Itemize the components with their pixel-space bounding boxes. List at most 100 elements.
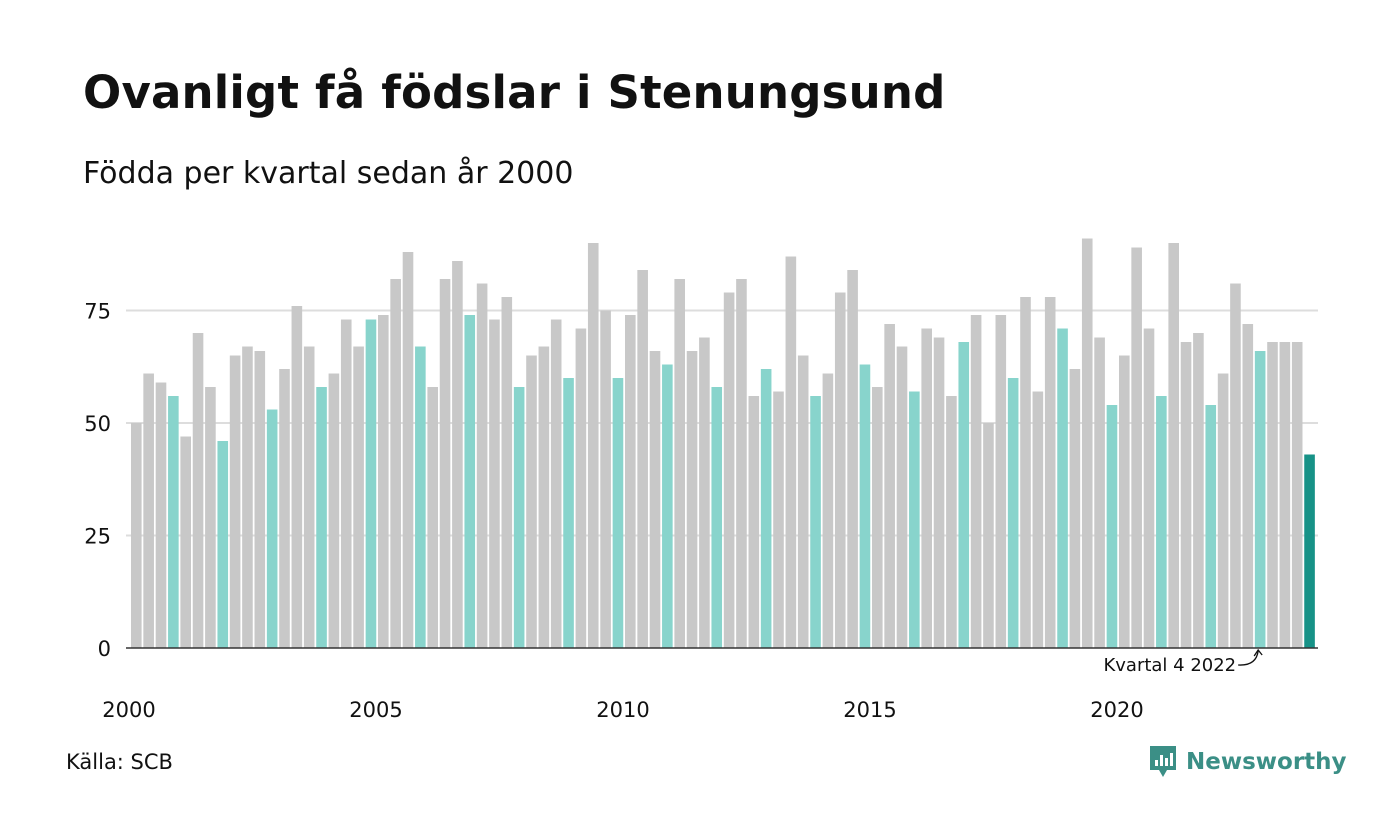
bar <box>859 364 871 648</box>
bar <box>662 364 673 648</box>
bar <box>1291 342 1303 648</box>
bar <box>1217 373 1229 648</box>
axes: 0 25 50 75 2000 2005 2010 2015 2020 <box>84 300 1318 722</box>
bar <box>390 279 401 648</box>
chart-subtitle: Födda per kvartal sedan år 2000 <box>83 156 574 191</box>
x-tick-label: 2010 <box>596 698 649 722</box>
bar <box>587 243 599 648</box>
bar <box>254 351 266 648</box>
bar <box>340 319 352 648</box>
bar <box>526 355 537 648</box>
brand-logo: Newsworthy <box>1148 744 1347 780</box>
bar <box>279 369 290 648</box>
bar <box>131 423 142 648</box>
bar <box>1094 337 1105 648</box>
bar <box>760 369 772 648</box>
bar <box>229 355 241 648</box>
bar <box>1044 297 1056 648</box>
bar <box>489 319 500 648</box>
y-tick-label: 25 <box>84 525 111 549</box>
bar <box>649 351 661 648</box>
bar <box>464 315 476 648</box>
chart-title: Ovanligt få födslar i Stenungsund <box>83 66 946 119</box>
bar <box>415 346 426 648</box>
bar <box>822 373 834 648</box>
y-tick-label: 0 <box>98 637 111 661</box>
bar <box>1267 342 1278 648</box>
bar <box>316 387 327 648</box>
bar <box>1230 283 1241 648</box>
bar <box>896 346 908 648</box>
y-tick-label: 50 <box>84 412 111 436</box>
bar <box>723 292 735 648</box>
bar <box>810 396 821 648</box>
bar <box>872 387 883 648</box>
bar <box>625 315 636 648</box>
bar <box>192 333 204 648</box>
bar <box>686 351 698 648</box>
bar <box>1168 243 1179 648</box>
bar <box>550 319 562 648</box>
bar <box>1057 328 1068 648</box>
annotation-arrow <box>1238 650 1259 666</box>
bar <box>834 292 846 648</box>
annotation-arrowhead <box>1253 648 1263 657</box>
bar <box>612 378 624 648</box>
bar <box>674 279 685 648</box>
bar-chart-speech-bubble-icon <box>1150 746 1176 777</box>
source-label: Källa: SCB <box>66 750 173 774</box>
bar <box>748 396 760 648</box>
bar <box>1081 238 1093 648</box>
bar <box>1180 342 1192 648</box>
bar <box>242 346 253 648</box>
bar <box>439 279 451 648</box>
bar <box>452 261 463 648</box>
bar <box>205 387 216 648</box>
bar <box>303 346 315 648</box>
bar <box>1242 324 1254 648</box>
bar <box>378 315 389 648</box>
bar <box>983 423 994 648</box>
bar <box>921 328 932 648</box>
bar <box>711 387 723 648</box>
bar <box>353 346 364 648</box>
bar <box>513 387 525 648</box>
bar <box>970 315 982 648</box>
x-tick-label: 2020 <box>1090 698 1143 722</box>
bar <box>958 342 970 648</box>
bar <box>933 337 945 648</box>
x-tick-label: 2000 <box>102 698 155 722</box>
bar <box>266 409 278 648</box>
brand-name: Newsworthy <box>1186 749 1347 775</box>
bar <box>1304 454 1315 648</box>
bar <box>1254 351 1266 648</box>
bar <box>402 252 414 648</box>
bar <box>328 373 340 648</box>
bar <box>736 279 747 648</box>
bar <box>143 373 154 648</box>
bar <box>637 270 648 648</box>
bar <box>1143 328 1155 648</box>
annotation: Kvartal 4 2022 <box>1103 648 1263 676</box>
bar <box>538 346 550 648</box>
x-tick-label: 2005 <box>349 698 402 722</box>
bar <box>1193 333 1204 648</box>
bar <box>1156 396 1167 648</box>
bar <box>946 396 957 648</box>
bar <box>427 387 438 648</box>
bar <box>847 270 858 648</box>
bar <box>699 337 710 648</box>
bar <box>180 436 191 648</box>
bar <box>1131 247 1142 648</box>
bars <box>131 238 1315 648</box>
bar <box>1119 355 1130 648</box>
bar <box>1007 378 1019 648</box>
annotation-label: Kvartal 4 2022 <box>1103 655 1236 676</box>
bar <box>168 396 179 648</box>
bar <box>217 441 229 648</box>
bar <box>785 256 797 648</box>
bar <box>797 355 809 648</box>
y-tick-label: 75 <box>84 300 111 324</box>
bar <box>1279 342 1291 648</box>
bar <box>365 319 377 648</box>
